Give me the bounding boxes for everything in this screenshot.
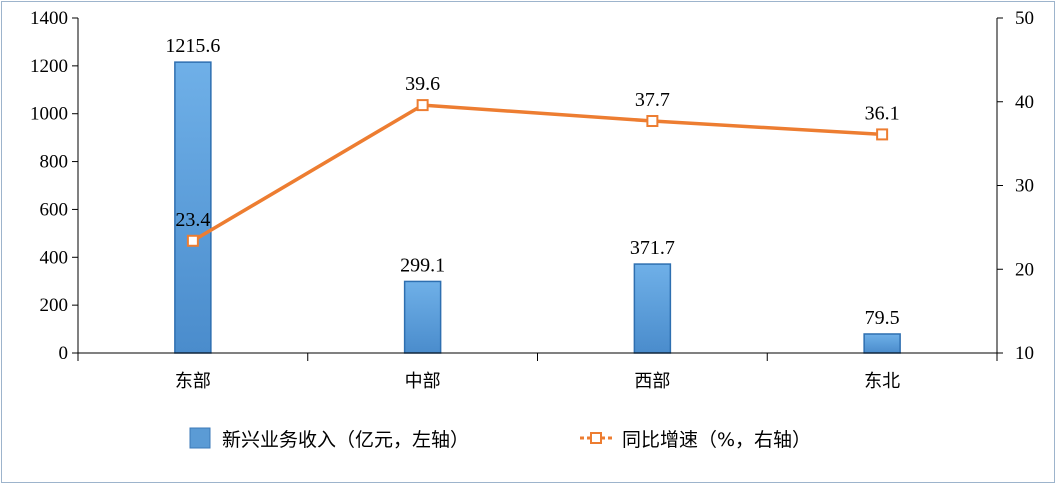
legend: 新兴业务收入（亿元，左轴） 同比增速（%，右轴）: [189, 427, 811, 451]
line-value-label-2: 37.7: [635, 89, 670, 111]
right-tick-label-1: 20: [1015, 259, 1034, 280]
left-tick-label-0: 0: [59, 343, 69, 364]
line-value-label-3: 36.1: [865, 102, 900, 124]
left-tick-label-4: 800: [40, 152, 69, 173]
right-tick-label-4: 50: [1015, 8, 1034, 29]
bar-1: [403, 280, 442, 354]
category-label-2: 西部: [634, 371, 670, 392]
left-tick-label-2: 400: [40, 247, 69, 268]
right-tick-label-3: 40: [1015, 92, 1034, 113]
line-marker-3: [876, 128, 889, 141]
axes-layer: 0 200 400 600 800 1000 1200 1400 10 20 30 40 50 东部 中部 西…: [30, 8, 1034, 392]
legend-bar-label: 新兴业务收入（亿元，左轴）: [222, 429, 469, 451]
data-labels-layer: 1215.6 299.1 371.7 79.5 23.4 39.6 37.7 36.1: [165, 35, 899, 329]
bar-value-label-2: 371.7: [630, 237, 675, 259]
right-tick-label-0: 10: [1015, 343, 1034, 364]
category-label-1: 中部: [405, 371, 441, 392]
legend-line-label: 同比增速（%，右轴）: [622, 429, 811, 451]
legend-bar-swatch: [189, 427, 211, 449]
line-value-label-1: 39.6: [405, 73, 440, 95]
bar-value-label-0: 1215.6: [165, 35, 220, 57]
legend-line-marker: [590, 432, 602, 444]
line-marker-1: [416, 99, 429, 112]
bar-value-label-3: 79.5: [865, 307, 900, 329]
bar-3: [863, 333, 901, 354]
line-marker-0: [186, 234, 199, 247]
bar-value-label-1: 299.1: [400, 254, 445, 276]
left-tick-label-6: 1200: [30, 56, 68, 77]
line-value-label-0: 23.4: [175, 209, 210, 231]
left-tick-label-5: 1000: [30, 104, 68, 125]
bar-0: [174, 61, 212, 354]
line-marker-2: [646, 115, 659, 128]
left-tick-label-7: 1400: [30, 8, 68, 29]
growth-line: [191, 103, 883, 243]
category-label-0: 东部: [175, 371, 211, 392]
category-label-3: 东北: [864, 371, 900, 392]
line-layer: [186, 99, 889, 247]
bars-layer: [174, 61, 901, 354]
left-tick-label-1: 200: [40, 295, 69, 316]
right-tick-label-2: 30: [1015, 176, 1034, 197]
bar-2: [633, 263, 672, 354]
left-tick-label-3: 600: [40, 199, 69, 220]
